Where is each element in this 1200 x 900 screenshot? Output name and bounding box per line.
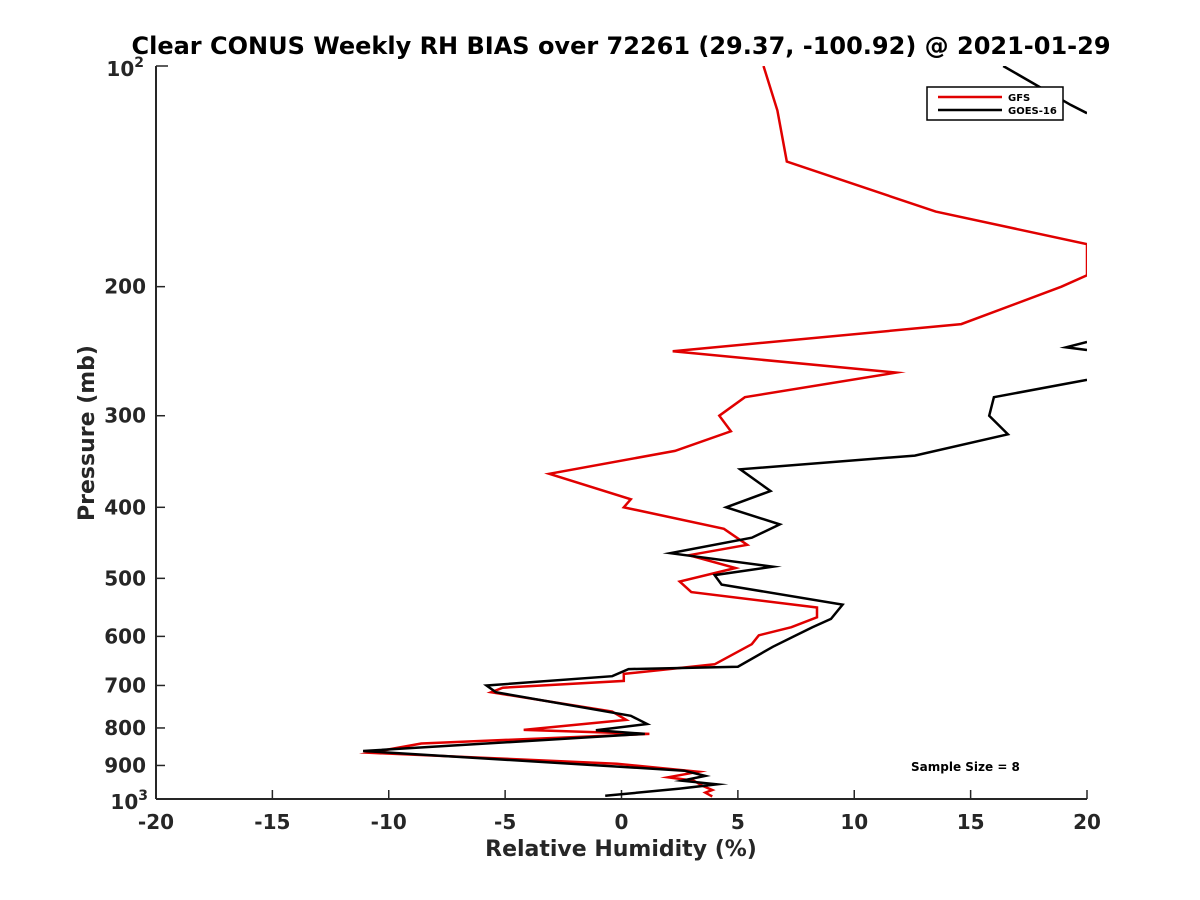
- sample-size-annotation: Sample Size = 8: [911, 760, 1020, 774]
- x-axis-ticks: -20 -15 -10 -5 0 5 10 15 20: [138, 790, 1101, 834]
- x-tick-label: 20: [1073, 810, 1101, 834]
- y-tick-label-bottom: 103: [110, 788, 148, 814]
- legend-label-gfs: GFS: [1008, 93, 1030, 104]
- x-tick-label: -15: [254, 810, 290, 834]
- legend: GFS GOES-16: [926, 86, 1064, 121]
- x-tick-label: 0: [615, 810, 629, 834]
- x-axis-label: Relative Humidity (%): [485, 837, 757, 862]
- y-tick-label: 800: [104, 716, 146, 740]
- y-tick-label: 700: [104, 673, 146, 697]
- y-tick-top-exp: 2: [134, 55, 144, 71]
- chart-title: Clear CONUS Weekly RH BIAS over 72261 (2…: [131, 32, 1110, 60]
- y-tick-label: 200: [104, 275, 146, 299]
- series-layer: [358, 66, 1087, 798]
- legend-box: [926, 86, 1064, 121]
- x-tick-label: -5: [494, 810, 516, 834]
- x-tick-label: -10: [371, 810, 407, 834]
- y-axis-ticks: 200 300 400 500 600 700 800 900: [104, 65, 168, 800]
- y-tick-label-top: 102: [106, 55, 144, 81]
- legend-label-goes16: GOES-16: [1008, 106, 1057, 117]
- y-axis-label: Pressure (mb): [75, 345, 100, 521]
- y-tick-label: 300: [104, 404, 146, 428]
- y-tick-label: 900: [104, 753, 146, 777]
- x-tick-label: 5: [731, 810, 745, 834]
- y-tick-bottom-base: 10: [110, 790, 138, 814]
- y-tick-top-base: 10: [106, 57, 134, 81]
- x-tick-label: 10: [840, 810, 868, 834]
- series-line-gfs: [358, 66, 1087, 798]
- x-tick-label: 15: [957, 810, 985, 834]
- y-tick-label: 600: [104, 624, 146, 648]
- y-tick-label: 500: [104, 566, 146, 590]
- series-line-goes-16: [363, 66, 1087, 798]
- x-tick-label: -20: [138, 810, 174, 834]
- y-tick-bottom-exp: 3: [138, 788, 148, 804]
- y-tick-label: 400: [104, 495, 146, 519]
